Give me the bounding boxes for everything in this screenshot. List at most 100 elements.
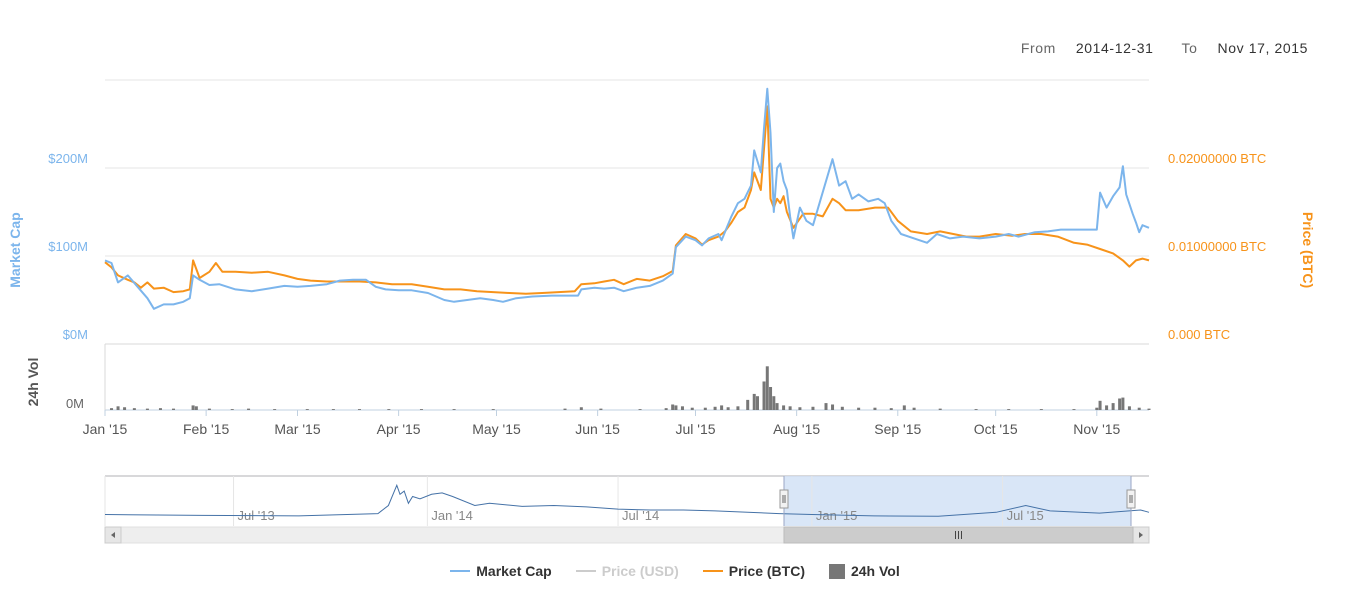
legend-item-price-usd[interactable]: Price (USD) [575,563,679,579]
volume-bar [1105,405,1109,410]
volume-bar [194,406,198,410]
volume-bar [974,409,978,410]
navigator-handle-body [1126,489,1136,509]
y-right-tick-label: 0.02000000 BTC [1168,151,1266,166]
volume-bar [857,407,861,410]
volume-bar [703,407,707,410]
navigator-tick-label: Jul '15 [1007,508,1044,523]
y-right-tick-label: 0.000 BTC [1168,327,1230,342]
volume-bar [811,406,815,410]
volume-bar [938,408,942,410]
price-btc-line [104,105,1150,295]
volume-bar [230,409,234,410]
volume-bar [769,387,773,410]
volume-bar [756,396,759,410]
legend-item-24h-vol[interactable]: 24h Vol [828,563,900,579]
volume-bar [762,381,766,410]
volume-bar [788,406,792,410]
y-volume-tick-label: 0M [66,396,84,411]
volume-bar [638,409,642,410]
volume-bar [599,408,603,410]
volume-bar [1147,408,1151,410]
navigator-handle[interactable] [779,489,789,509]
volume-bar [1039,409,1043,410]
scroll-right-arrow-icon [1139,532,1143,538]
volume-bar [563,408,567,410]
x-tick-label: Apr '15 [377,421,421,437]
volume-bar [1118,398,1122,410]
x-tick-label: May '15 [472,421,521,437]
navigator-handle[interactable] [1126,489,1136,509]
legend: Market Cap Price (USD) Price (BTC) 24h V… [0,563,1350,579]
legend-swatch-price-usd [575,570,596,572]
volume-bar [873,407,877,410]
volume-bar [110,408,114,410]
volume-bar [680,406,684,410]
legend-label-24h-vol: 24h Vol [850,563,900,579]
navigator-tick-label: Jan '14 [431,508,473,523]
volume-bar [1072,409,1076,410]
navigator-line [104,483,1150,517]
volume-bar [579,407,583,410]
volume-bar [387,409,391,410]
range-to-input[interactable]: Nov 17, 2015 [1217,40,1308,56]
legend-swatch-price-btc [702,570,723,572]
y-left-axis-title: Market Cap [7,212,23,287]
y-right-tick-label: 0.01000000 BTC [1168,239,1266,254]
volume-bar [752,393,756,410]
x-tick-label: Nov '15 [1073,421,1120,437]
volume-bar [491,409,495,410]
volume-bar [357,409,361,410]
volume-bar [840,406,844,410]
volume-bar [746,399,750,410]
volume-bar [824,403,828,410]
x-tick-label: Jun '15 [575,421,620,437]
volume-bar [305,409,309,410]
legend-swatch-market-cap [450,570,471,572]
x-tick-label: Jul '15 [675,421,715,437]
volume-bar [207,408,211,410]
y-right-axis-title: Price (BTC) [1300,212,1316,288]
y-volume-axis-title: 24h Vol [25,358,41,407]
volume-bar [765,366,769,410]
volume-bar [1098,400,1102,410]
navigator-tick-label: Jul '14 [622,508,659,523]
volume-bar [1007,409,1011,410]
volume-bar [782,405,786,410]
volume-bar [726,407,730,410]
x-tick-label: Sep '15 [874,421,921,437]
volume-bar [664,408,668,410]
legend-item-market-cap[interactable]: Market Cap [450,563,552,579]
y-left-tick-label: $200M [48,151,88,166]
legend-item-price-btc[interactable]: Price (BTC) [702,563,805,579]
volume-bar [902,405,906,410]
volume-bar [775,403,779,410]
date-range-selector: From 2014-12-31 To Nov 17, 2015 [1021,40,1308,56]
range-from-input[interactable]: 2014-12-31 [1075,40,1154,56]
market-cap-line [104,87,1150,310]
x-tick-label: Oct '15 [974,421,1018,437]
scroll-left-arrow-icon [111,532,115,538]
volume-bar [798,407,802,410]
volume-bar [273,409,277,410]
volume-bar [158,408,162,410]
volume-bar [1121,397,1125,410]
range-to-label: To [1181,40,1198,56]
volume-bar [772,396,776,410]
x-tick-label: Feb '15 [183,421,229,437]
x-tick-label: Jan '15 [83,421,128,437]
volume-bar [720,405,724,410]
volume-bar [145,408,149,410]
volume-bar [831,404,835,410]
volume-bar [452,409,456,410]
volume-bar [912,407,916,410]
volume-bar [674,405,678,410]
x-tick-label: Aug '15 [773,421,820,437]
legend-label-market-cap: Market Cap [476,563,552,579]
y-left-tick-label: $0M [63,327,88,342]
volume-bar [1137,407,1141,410]
volume-bar [690,407,694,410]
volume-bar [736,406,740,410]
legend-swatch-24h-vol [828,563,845,579]
